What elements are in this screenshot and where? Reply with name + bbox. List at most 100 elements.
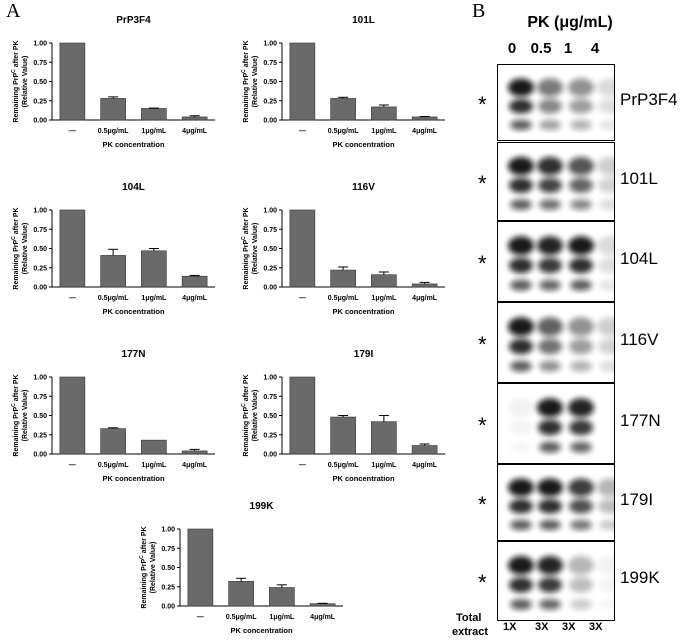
x-tick-label: 0.5μg/mL: [328, 462, 359, 469]
asterisk-marker: *: [478, 491, 487, 517]
blot-bands: [508, 478, 614, 531]
bar: [141, 439, 167, 455]
y-axis-label-line-2: (Relative Value): [252, 56, 259, 108]
x-tick-label: 1μg/mL: [371, 295, 397, 302]
blot-band: [568, 556, 594, 575]
y-tick-label: 0.25: [161, 584, 175, 591]
asterisk-marker: *: [478, 412, 487, 438]
x-tick-label: —: [197, 614, 204, 621]
blot-band: [510, 442, 532, 453]
x-tick-label: —: [69, 128, 76, 135]
chart-prp3f4: PrP3F4 0.00 0.25 0.50 0.75 1.00 Remaining PrPC…: [11, 15, 215, 149]
blot-band: [538, 419, 562, 436]
y-tick-label: 0.00: [33, 452, 47, 459]
blot-band: [537, 236, 563, 256]
blot-band: [599, 199, 614, 210]
blot-row-label: PrP3F4: [620, 89, 678, 109]
y-tick-label: 0.75: [263, 394, 277, 401]
chart-title: 104L: [122, 182, 145, 193]
blot-band: [508, 156, 534, 176]
chart-177n: 177N 0.00 0.25 0.50 0.75 1.00 Remaining PrPC a…: [11, 349, 215, 483]
blot-band: [597, 556, 614, 575]
bar: [141, 250, 167, 288]
bar: [411, 116, 438, 121]
blot-band: [570, 119, 592, 131]
y-axis-label: Remaining PrPC after PK: [241, 40, 250, 122]
y-tick-label: 0.25: [263, 98, 277, 105]
blot-band: [568, 478, 594, 497]
x-axis-label: PK concentration: [102, 474, 165, 483]
lane-label: 4: [590, 40, 600, 57]
chart-title: 199K: [250, 501, 275, 512]
blot-band: [539, 279, 561, 291]
blot-band: [570, 519, 592, 531]
x-tick-label: —: [299, 462, 306, 469]
panel-a-letter: A: [6, 0, 21, 22]
blot-band: [597, 236, 614, 256]
x-tick-label: 4μg/mL: [310, 614, 336, 621]
y-tick-label: 1.00: [263, 208, 277, 215]
x-tick-label: 0.5μg/mL: [226, 614, 257, 621]
blot-band: [537, 156, 563, 176]
y-tick-label: 0.75: [263, 227, 277, 234]
chart-title: 116V: [352, 182, 375, 193]
blot-band: [597, 78, 614, 97]
blot-band: [570, 279, 592, 291]
blot-band: [568, 156, 594, 176]
y-axis-label-line-2: (Relative Value): [22, 56, 29, 108]
y-tick-label: 0.50: [33, 246, 47, 253]
bar: [289, 209, 316, 288]
blot-band: [537, 398, 563, 418]
blot-band: [509, 338, 533, 355]
y-tick-label: 0.00: [263, 285, 277, 292]
y-tick-label: 1.00: [33, 41, 47, 48]
x-tick-label: 0.5μg/mL: [98, 128, 129, 135]
blot-band: [599, 360, 614, 372]
blot-band: [509, 177, 533, 194]
bar: [100, 428, 126, 455]
bar: [100, 98, 126, 121]
blot-band: [599, 279, 614, 291]
bar: [330, 416, 356, 455]
blot-band: [569, 177, 593, 194]
blot-band: [569, 577, 593, 593]
asterisk-marker: *: [478, 91, 487, 117]
bar: [411, 283, 438, 288]
blot-band: [538, 498, 562, 514]
y-tick-label: 0.00: [33, 118, 47, 125]
chart-title: PrP3F4: [116, 15, 151, 26]
blot-band: [508, 478, 534, 497]
blot-bands: [508, 398, 594, 453]
blot-band: [539, 598, 561, 610]
blot-panel: [497, 64, 615, 141]
blot-band: [569, 257, 593, 274]
y-axis-label: Remaining PrPC after PK: [11, 374, 20, 456]
y-tick-label: 0.75: [161, 546, 175, 553]
blot-band: [539, 519, 561, 531]
y-tick-label: 0.50: [263, 246, 277, 253]
y-tick-label: 0.75: [33, 394, 47, 401]
y-tick-label: 0.50: [161, 565, 175, 572]
blot-band: [537, 478, 563, 497]
blot-band: [508, 78, 534, 97]
x-axis-label: PK concentration: [102, 307, 165, 316]
y-tick-label: 0.25: [33, 98, 47, 105]
blot-band: [537, 317, 563, 337]
blot-band: [510, 360, 532, 372]
y-tick-label: 1.00: [161, 527, 175, 534]
blot-band: [508, 556, 534, 575]
blot-band: [508, 398, 534, 418]
x-tick-label: 0.5μg/mL: [98, 462, 129, 469]
x-tick-label: 4μg/mL: [182, 295, 208, 302]
x-tick-label: 1μg/mL: [141, 295, 167, 302]
x-tick-label: —: [69, 295, 76, 302]
lane-label: 0: [507, 40, 517, 57]
y-axis-label: Remaining PrPC after PK: [241, 207, 250, 289]
y-axis-label: Remaining PrPC after PK: [11, 40, 20, 122]
blot-band: [509, 419, 533, 436]
bar: [371, 274, 397, 288]
blot-band: [597, 156, 614, 176]
y-axis-label: Remaining PrPC after PK: [241, 374, 250, 456]
blot-band: [510, 279, 532, 291]
x-tick-label: —: [299, 128, 306, 135]
